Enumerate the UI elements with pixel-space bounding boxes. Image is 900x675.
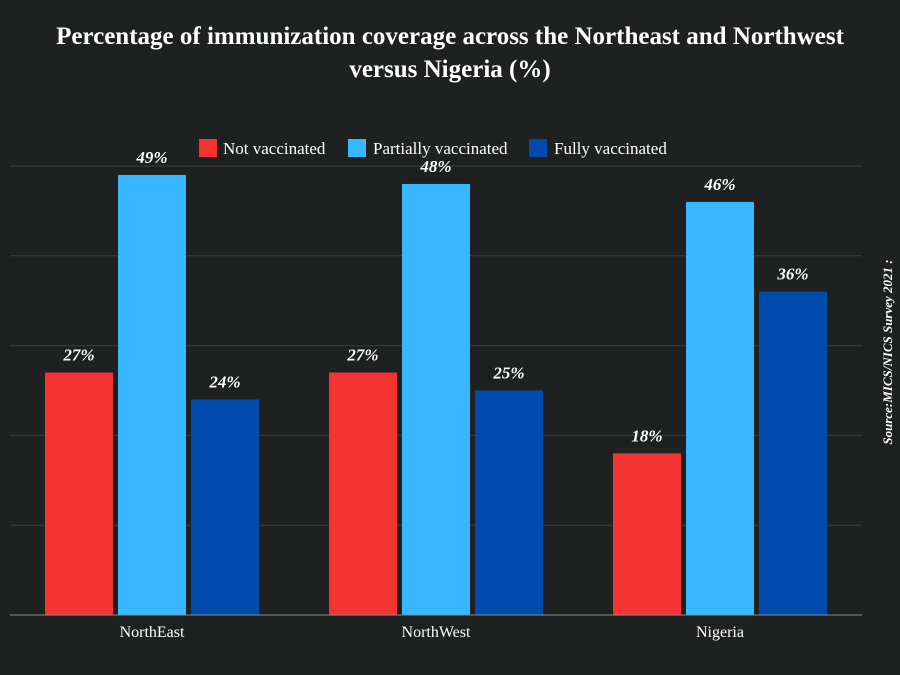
- value-label-nigeria-partially-vaccinated: 46%: [703, 175, 735, 194]
- value-label-northwest-partially-vaccinated: 48%: [419, 157, 451, 176]
- legend-swatch-fully-vaccinated: [529, 139, 547, 157]
- bar-nigeria-partially-vaccinated: [686, 201, 754, 616]
- category-label-northwest: NorthWest: [402, 624, 471, 641]
- value-labels: 27% 49% 24% 27% 48% 25% 18% 46% 36%: [62, 148, 808, 445]
- value-label-northwest-fully-vaccinated: 25%: [492, 364, 524, 383]
- value-label-northeast-partially-vaccinated: 49%: [135, 148, 167, 167]
- category-label-nigeria: Nigeria: [696, 624, 744, 641]
- legend-label-fully-vaccinated: Fully vaccinated: [554, 139, 667, 158]
- bar-nigeria-fully-vaccinated: [759, 291, 827, 615]
- category-labels: NorthEast NorthWest Nigeria: [120, 624, 744, 641]
- value-label-nigeria-fully-vaccinated: 36%: [776, 265, 808, 284]
- bars: [45, 174, 827, 616]
- bar-northeast-partially-vaccinated: [118, 174, 186, 616]
- bar-northwest-fully-vaccinated: [475, 390, 543, 615]
- legend-swatch-partially-vaccinated: [348, 139, 366, 157]
- legend-label-not-vaccinated: Not vaccinated: [223, 139, 326, 158]
- value-label-northwest-not-vaccinated: 27%: [346, 346, 378, 365]
- category-label-northeast: NorthEast: [120, 624, 185, 641]
- chart-title-line-2: versus Nigeria (%): [349, 56, 550, 83]
- legend-label-partially-vaccinated: Partially vaccinated: [373, 139, 508, 158]
- value-label-nigeria-not-vaccinated: 18%: [631, 426, 662, 445]
- bar-nigeria-not-vaccinated: [613, 453, 681, 615]
- bar-northwest-not-vaccinated: [329, 372, 397, 615]
- value-label-northeast-fully-vaccinated: 24%: [208, 372, 240, 391]
- legend-swatch-not-vaccinated: [199, 139, 217, 157]
- legend: Not vaccinated Partially vaccinated Full…: [199, 139, 667, 158]
- chart-title-line-1: Percentage of immunization coverage acro…: [56, 23, 844, 50]
- bar-northeast-fully-vaccinated: [191, 399, 259, 615]
- bar-northeast-not-vaccinated: [45, 372, 113, 615]
- bar-northwest-partially-vaccinated: [402, 183, 470, 615]
- source-note: Source:MICS/NICS Survey 2021 :: [880, 259, 895, 444]
- value-label-northeast-not-vaccinated: 27%: [62, 346, 94, 365]
